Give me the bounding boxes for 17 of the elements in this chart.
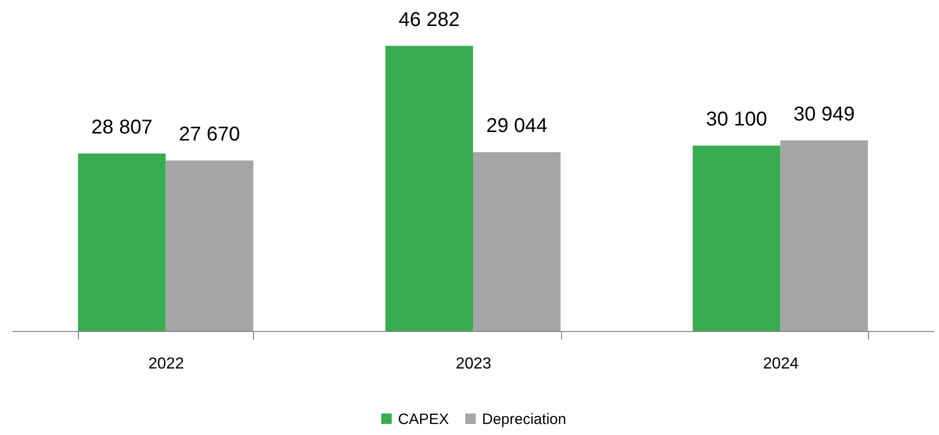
data-label: 30 100 bbox=[706, 108, 768, 131]
x-tick-label: 2024 bbox=[763, 356, 799, 372]
legend-label: CAPEX bbox=[398, 410, 449, 428]
data-label: 29 044 bbox=[486, 115, 548, 138]
bar bbox=[692, 146, 780, 331]
x-tick-label: 2022 bbox=[148, 356, 184, 372]
legend-label: Depreciation bbox=[482, 410, 566, 428]
bar bbox=[780, 140, 868, 331]
x-tick-label: 2023 bbox=[456, 356, 492, 372]
bar bbox=[166, 160, 254, 331]
bar bbox=[385, 46, 473, 331]
bar bbox=[473, 152, 561, 331]
bar bbox=[78, 154, 166, 331]
data-label: 28 807 bbox=[91, 116, 152, 139]
data-label: 27 670 bbox=[178, 124, 240, 146]
data-label: 46 282 bbox=[398, 8, 460, 31]
data-label: 30 949 bbox=[794, 103, 855, 126]
